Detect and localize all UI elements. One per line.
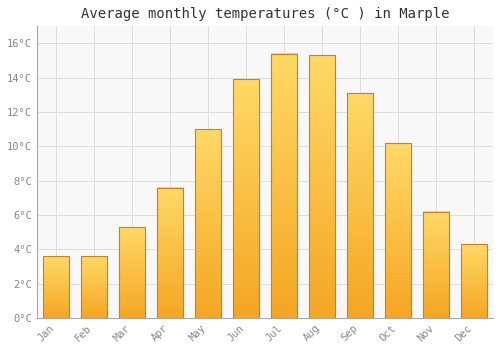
Title: Average monthly temperatures (°C ) in Marple: Average monthly temperatures (°C ) in Ma… [80,7,449,21]
Bar [422,211,450,318]
Bar [80,256,107,318]
Bar [156,188,183,318]
Bar [194,129,221,318]
Bar [384,143,411,318]
Bar [460,244,487,318]
Bar [346,93,374,318]
Bar [42,256,69,318]
Bar [118,227,145,318]
Bar [232,79,259,318]
Bar [270,54,297,318]
Bar [308,55,336,318]
